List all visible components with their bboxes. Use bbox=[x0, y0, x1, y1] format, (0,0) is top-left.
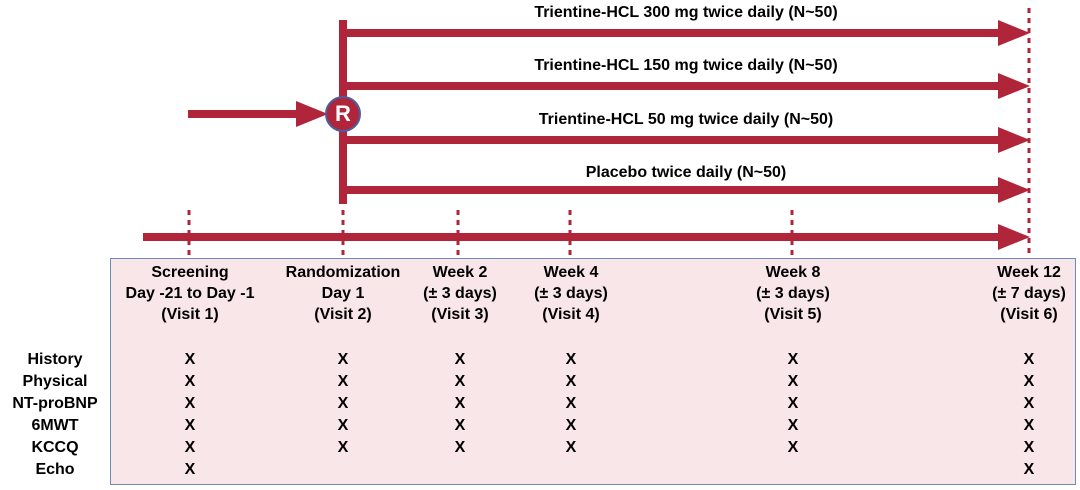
mark-cell: X bbox=[1023, 395, 1035, 412]
visit-number: (Visit 1) bbox=[161, 306, 219, 323]
mark-cell: X bbox=[184, 417, 196, 434]
mark-cell: X bbox=[787, 373, 799, 390]
mark-cell: X bbox=[1023, 461, 1035, 478]
mark-cell: X bbox=[184, 395, 196, 412]
arm-label-300mg: Trientine-HCL 300 mg twice daily (N~50) bbox=[534, 4, 838, 21]
visit-header-week-4: Week 4 (± 3 days) (Visit 4) bbox=[491, 262, 651, 325]
visit-number: (Visit 4) bbox=[542, 306, 600, 323]
arm-arrow-4-head bbox=[998, 177, 1030, 203]
visit-window: Day -21 to Day -1 bbox=[125, 285, 255, 302]
mark-cell: X bbox=[1023, 351, 1035, 368]
mark-cell: X bbox=[454, 439, 466, 456]
mark-cell: X bbox=[184, 373, 196, 390]
visit-header-week-2: Week 2 (± 3 days) (Visit 3) bbox=[380, 262, 540, 325]
mark-cell: X bbox=[454, 395, 466, 412]
visit-header-screening: Screening Day -21 to Day -1 (Visit 1) bbox=[110, 262, 270, 325]
mark-cell: X bbox=[565, 373, 577, 390]
mark-cell: X bbox=[565, 395, 577, 412]
mark-cell: X bbox=[337, 351, 349, 368]
visit-window: (± 3 days) bbox=[756, 285, 830, 302]
visit-header-week-12: Week 12 (± 7 days) (Visit 6) bbox=[949, 262, 1080, 325]
visit-window: Day 1 bbox=[321, 285, 365, 302]
randomization-badge: R bbox=[325, 96, 361, 132]
mark-cell: X bbox=[337, 439, 349, 456]
schedule-panel bbox=[110, 258, 1076, 485]
screening-arrow-head bbox=[296, 101, 328, 127]
mark-cell: X bbox=[787, 417, 799, 434]
visit-title: Week 8 bbox=[765, 264, 821, 281]
mark-cell: X bbox=[787, 351, 799, 368]
row-label-6mwt: 6MWT bbox=[31, 417, 79, 434]
row-label-physical: Physical bbox=[22, 373, 88, 390]
visit-number: (Visit 6) bbox=[1000, 306, 1058, 323]
mark-cell: X bbox=[1023, 373, 1035, 390]
visit-number: (Visit 3) bbox=[431, 306, 489, 323]
arm-arrow-1-head bbox=[998, 20, 1030, 46]
visit-header-randomization: Randomization Day 1 (Visit 2) bbox=[263, 262, 423, 325]
row-label-echo: Echo bbox=[35, 461, 75, 478]
visit-header-week-8: Week 8 (± 3 days) (Visit 5) bbox=[713, 262, 873, 325]
timeline-arrow-head bbox=[998, 224, 1030, 250]
visit-window: (± 7 days) bbox=[992, 285, 1066, 302]
mark-cell: X bbox=[184, 439, 196, 456]
mark-cell: X bbox=[337, 395, 349, 412]
arm-label-150mg: Trientine-HCL 150 mg twice daily (N~50) bbox=[534, 57, 838, 74]
arm-label-placebo: Placebo twice daily (N~50) bbox=[585, 164, 787, 181]
arm-arrow-3-head bbox=[998, 127, 1030, 153]
mark-cell: X bbox=[787, 395, 799, 412]
arm-arrow-2-head bbox=[998, 73, 1030, 99]
mark-cell: X bbox=[565, 351, 577, 368]
mark-cell: X bbox=[184, 461, 196, 478]
visit-title: Randomization bbox=[285, 264, 401, 281]
row-label-history: History bbox=[27, 351, 83, 368]
mark-cell: X bbox=[787, 439, 799, 456]
visit-window: (± 3 days) bbox=[423, 285, 497, 302]
mark-cell: X bbox=[337, 373, 349, 390]
row-label-nt-probnp: NT-proBNP bbox=[12, 395, 98, 412]
mark-cell: X bbox=[337, 417, 349, 434]
mark-cell: X bbox=[454, 351, 466, 368]
visit-title: Week 12 bbox=[997, 264, 1061, 281]
mark-cell: X bbox=[184, 351, 196, 368]
visit-window: (± 3 days) bbox=[534, 285, 608, 302]
mark-cell: X bbox=[565, 439, 577, 456]
arm-label-50mg: Trientine-HCL 50 mg twice daily (N~50) bbox=[538, 111, 834, 128]
mark-cell: X bbox=[454, 373, 466, 390]
mark-cell: X bbox=[454, 417, 466, 434]
visit-title: Week 2 bbox=[432, 264, 488, 281]
row-label-kccq: KCCQ bbox=[31, 439, 79, 456]
visit-number: (Visit 2) bbox=[314, 306, 372, 323]
visit-title: Screening bbox=[151, 264, 229, 281]
mark-cell: X bbox=[1023, 439, 1035, 456]
visit-title: Week 4 bbox=[543, 264, 599, 281]
mark-cell: X bbox=[565, 417, 577, 434]
visit-number: (Visit 5) bbox=[764, 306, 822, 323]
mark-cell: X bbox=[1023, 417, 1035, 434]
